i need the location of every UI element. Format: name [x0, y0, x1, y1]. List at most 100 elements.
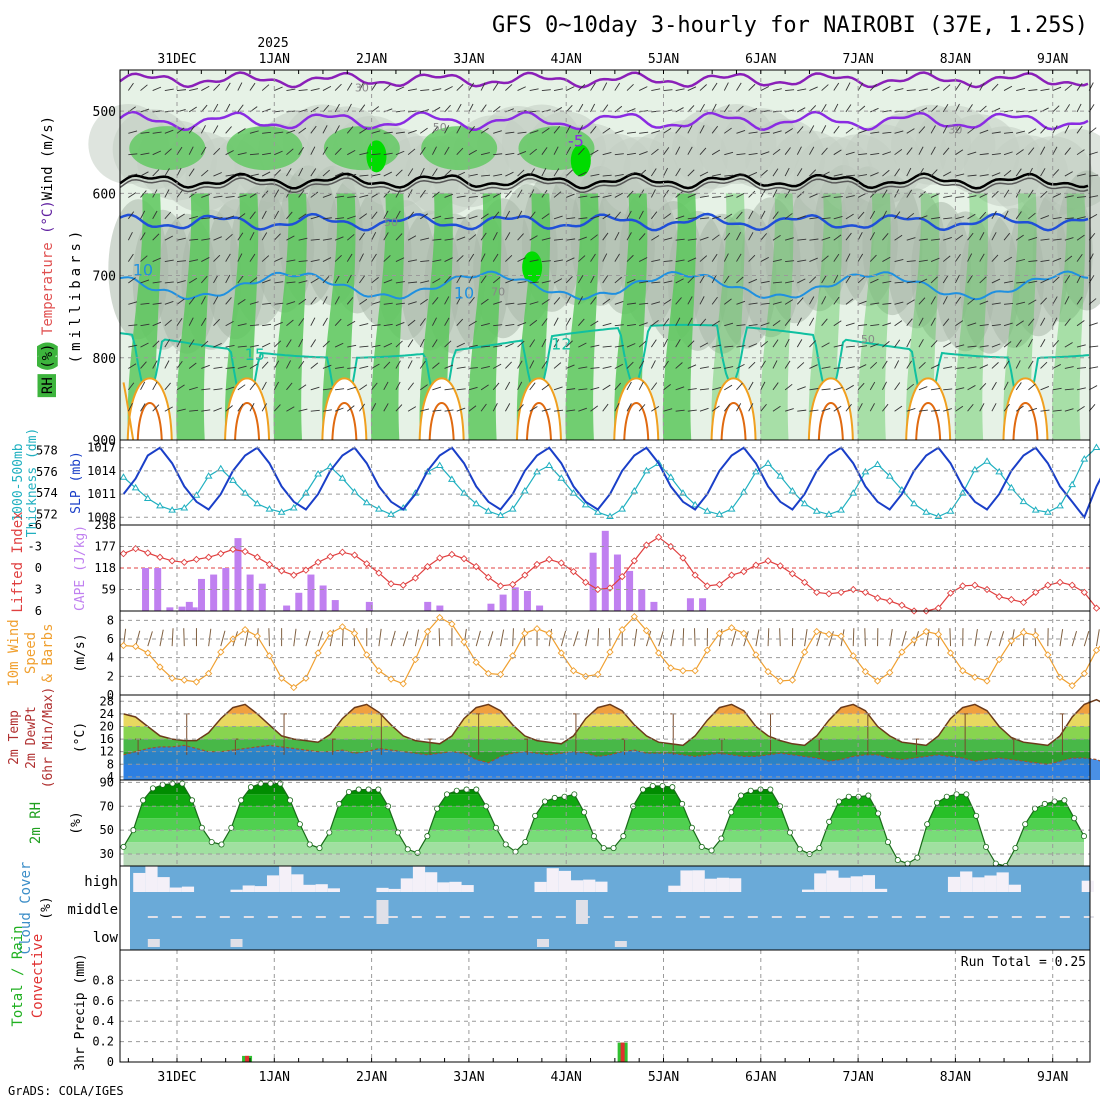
wind-barb: [419, 298, 428, 305]
wind-barb: [1040, 385, 1050, 391]
wind-barb: [505, 190, 512, 198]
bottom-day-label: 31DEC: [157, 1070, 196, 1085]
wind-barb: [444, 125, 450, 134]
wind-barb: [140, 190, 147, 198]
wind-barb: [638, 210, 644, 220]
wind-barb: [310, 339, 317, 348]
rh-green-streak: [273, 193, 307, 440]
wind-barb: [261, 279, 271, 284]
wind-barb: [930, 86, 940, 91]
bottom-day-label: 5JAN: [648, 1070, 679, 1085]
wind-barb: [760, 151, 770, 156]
wind-barb: [419, 147, 426, 155]
wind-barb: [991, 324, 1001, 327]
wind-barb: [249, 344, 259, 348]
wind-barb: [383, 279, 393, 284]
wind-barb: [1052, 276, 1060, 284]
wind10-point: [545, 629, 553, 638]
rh-green-streak: [565, 193, 599, 440]
temp-contour-minus5: [119, 110, 1089, 132]
wind-barb: [943, 408, 952, 412]
wind-barb: [408, 110, 418, 113]
wind-barb: [979, 129, 989, 134]
wind-barb: [809, 169, 817, 177]
wind-barb: [578, 217, 588, 220]
wind-barb: [942, 125, 948, 134]
rh-point: [688, 824, 695, 831]
li-point: [1007, 595, 1015, 604]
wind-barb: [444, 86, 453, 91]
wind-barb: [906, 189, 913, 198]
wind-barb: [419, 338, 425, 348]
wind-barb: [931, 217, 941, 220]
wind-barb: [784, 360, 791, 369]
wind-barb: [1052, 216, 1062, 220]
thickness-point: [885, 472, 894, 479]
wind-barb: [918, 317, 924, 326]
wind-barb: [930, 169, 938, 177]
wind-barb: [201, 257, 210, 262]
wind-barb: [931, 409, 941, 412]
li-point: [229, 545, 237, 554]
wind-barb: [699, 388, 709, 391]
thickness-point: [1068, 480, 1077, 488]
wind-barb: [894, 301, 904, 305]
wind-barb: [152, 360, 158, 369]
wind-barb: [298, 260, 308, 263]
rh-point: [159, 781, 166, 788]
wind-barb: [1052, 146, 1058, 155]
wind-barb: [1003, 151, 1013, 156]
wind-barb: [918, 297, 926, 305]
thickness-point: [204, 472, 213, 479]
wind-barb: [128, 363, 137, 369]
thickness-point: [156, 501, 164, 509]
bottom-day-label: 7JAN: [842, 1070, 873, 1085]
wind-barb: [590, 149, 599, 156]
rh-point: [247, 784, 254, 791]
wind-barb: [335, 195, 345, 198]
wind-barb: [1089, 151, 1098, 156]
thickness-point: [508, 505, 517, 512]
wind-barb: [796, 297, 804, 305]
wind-barb: [1028, 299, 1037, 305]
wind-barb: [298, 318, 305, 326]
wind-barb: [274, 257, 283, 262]
wind-barb: [833, 125, 840, 134]
wind-barb: [954, 103, 960, 113]
wind-barb: [395, 257, 405, 262]
wind-barb: [857, 129, 867, 134]
wind-barb: [748, 324, 758, 327]
wind-barb: [967, 213, 976, 220]
wind-barb: [614, 403, 620, 412]
cape-bar: [589, 552, 597, 611]
cloud-high-block: [315, 884, 328, 892]
thickness-point: [873, 460, 882, 467]
cloud-high-block: [181, 886, 195, 892]
temp-contour-edge: [122, 382, 135, 441]
wind-barb: [1076, 234, 1085, 241]
rh-tick-label: 70: [100, 799, 114, 813]
wind-barb: [371, 130, 381, 134]
wind-barb: [517, 169, 525, 177]
wind-barb: [432, 297, 439, 305]
li-point: [302, 566, 310, 574]
cloud-middle-block: [376, 900, 389, 924]
li-point: [971, 581, 979, 589]
wind-barb: [602, 174, 612, 177]
wind-barb: [784, 383, 793, 391]
li-point: [849, 585, 857, 594]
wind-barb: [772, 301, 782, 305]
wind-barb: [760, 210, 766, 220]
wind-barb: [821, 408, 831, 412]
wind-barb: [249, 277, 258, 284]
wind-barb: [140, 342, 149, 348]
wind-barb: [334, 171, 344, 177]
li-point: [886, 597, 894, 605]
wind-barb: [371, 363, 380, 369]
li-point: [1092, 604, 1100, 612]
rh-tick-label: 30: [100, 847, 114, 861]
wind-barb: [638, 360, 645, 369]
wind-barb: [152, 321, 162, 327]
wind-barb: [614, 382, 622, 391]
wind-barb: [188, 168, 195, 177]
